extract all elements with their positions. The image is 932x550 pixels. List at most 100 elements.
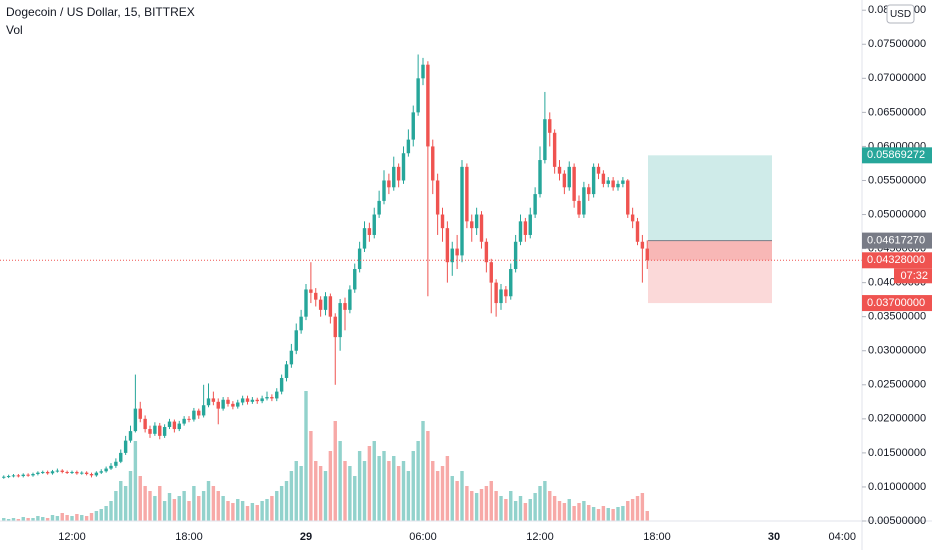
volume-bar (479, 489, 484, 521)
volume-bar (489, 481, 493, 521)
candle-body (138, 408, 142, 419)
candle-body (299, 316, 303, 331)
candle-body (172, 421, 177, 430)
candle-body (411, 112, 415, 140)
volume-bar (630, 499, 635, 521)
candle-body (2, 476, 6, 478)
candle-body (479, 214, 484, 242)
volume-bar (528, 499, 532, 521)
volume-bar (294, 461, 298, 521)
take-profit-tag (862, 147, 932, 164)
volume-bar (484, 486, 489, 521)
candle-body (182, 418, 186, 424)
candle-body (250, 399, 255, 402)
volume-bar (284, 481, 289, 521)
volume-bar (153, 496, 157, 521)
candle-body (11, 475, 16, 477)
candle-body (489, 262, 493, 283)
volume-bar (460, 471, 464, 521)
candle-body (50, 471, 55, 474)
candle-body (21, 474, 25, 477)
candle-body (109, 465, 113, 469)
candle-body (265, 397, 269, 399)
volume-bar (323, 471, 328, 521)
candle-body (104, 468, 108, 472)
candle-body (421, 64, 425, 79)
candle-body (41, 471, 45, 473)
candle-body (528, 214, 532, 235)
candle-body (94, 472, 99, 476)
candle-body (240, 398, 245, 403)
candle-body (284, 364, 289, 378)
last-price-tag (862, 252, 932, 269)
volume-bar (70, 516, 74, 521)
volume-bar (11, 518, 16, 521)
volume-bar (216, 491, 220, 521)
volume-bar (114, 491, 118, 521)
volume-bar (167, 493, 172, 521)
candle-body (455, 248, 459, 256)
candle-body (206, 398, 211, 406)
y-tick-label: 0.07500000 (868, 38, 926, 50)
volume-bar (450, 476, 454, 521)
candle-body (255, 399, 259, 402)
y-tick-label: 0.00500000 (868, 515, 926, 527)
y-tick-label: 0.02000000 (868, 413, 926, 425)
candle-body (89, 474, 94, 476)
candle-body (435, 180, 440, 215)
volume-bar (240, 501, 245, 521)
candle-body (119, 452, 123, 462)
volume-bar (177, 496, 181, 521)
candle-body (99, 471, 103, 473)
y-tick-label: 0.03000000 (868, 345, 926, 357)
volume-bar (616, 507, 620, 521)
candle-body (362, 228, 367, 249)
candle-body (304, 289, 308, 317)
candle-body (474, 214, 479, 229)
volume-bar (513, 501, 518, 521)
volume-bar (611, 509, 615, 521)
candle-body (323, 296, 328, 310)
volume-bar (270, 496, 274, 521)
x-tick-label: 18:00 (175, 531, 203, 543)
candle-body (543, 119, 547, 161)
volume-bar (416, 441, 420, 521)
volume-bar (21, 517, 25, 521)
candle-body (401, 153, 406, 181)
volume-bar (109, 501, 113, 521)
volume-bar (158, 486, 162, 521)
currency-button[interactable] (886, 4, 915, 24)
volume-bar (201, 491, 206, 521)
candle-body (450, 248, 454, 263)
candle-body (470, 221, 474, 229)
candle-body (231, 403, 235, 407)
loss-zone-filled (648, 240, 772, 261)
volume-bar (499, 496, 503, 521)
candle-body (645, 248, 649, 261)
y-tick-label: 0.05500000 (868, 174, 926, 186)
candle-body (260, 398, 264, 402)
volume-bar (518, 496, 523, 521)
volume-bar (6, 519, 11, 521)
volume-bar (401, 461, 406, 521)
candle-body (494, 282, 498, 304)
candle-body (318, 299, 323, 310)
volume-bar (94, 511, 99, 521)
volume-bar (2, 518, 6, 521)
volume-bar (187, 501, 191, 521)
x-tick-label: 12:00 (526, 531, 554, 543)
volume-bar (533, 493, 537, 521)
candle-body (201, 405, 206, 416)
candle-body (567, 166, 571, 188)
candle-body (211, 398, 216, 402)
volume-bar (65, 515, 69, 521)
volume-bar (372, 441, 376, 521)
candle-body (621, 180, 625, 184)
volume-bar (562, 503, 567, 521)
candle-body (518, 221, 523, 242)
volume-bar (279, 486, 284, 521)
candle-body (16, 475, 21, 477)
volume-bar (309, 431, 313, 521)
volume-bar (465, 486, 469, 521)
y-tick-label: 0.07000000 (868, 72, 926, 84)
